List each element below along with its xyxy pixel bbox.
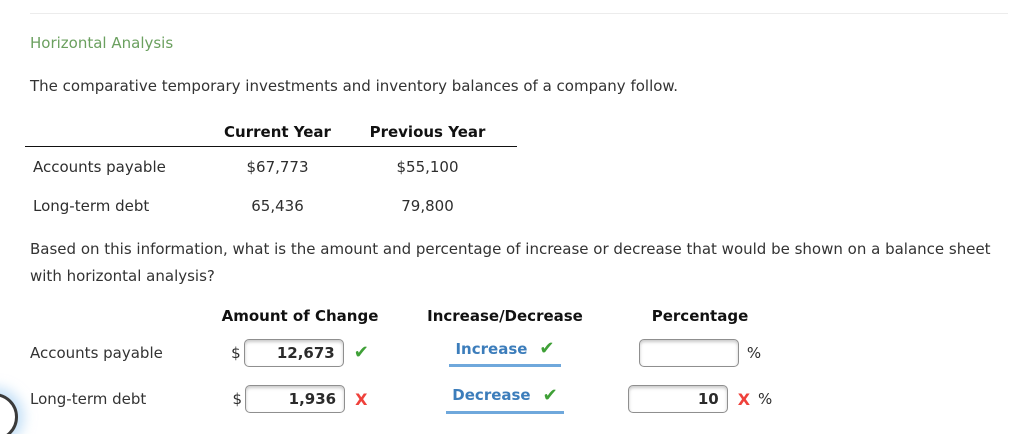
percentage-input[interactable] (638, 338, 739, 367)
correct-check-icon: ✔ (539, 338, 555, 359)
row-label: Long-term debt (30, 390, 147, 408)
previous-year-header: Previous Year (369, 122, 486, 141)
edge-circle-decoration (0, 393, 18, 434)
previous-value: 79,800 (401, 196, 454, 215)
amount-of-change-input[interactable] (245, 385, 346, 413)
percentage-input[interactable] (627, 385, 728, 413)
dollar-sign: $ (231, 343, 241, 362)
percent-sign: % (758, 390, 773, 408)
table-row: Accounts payable $ ✔ Increase ✔ % (25, 329, 775, 376)
analysis-table-header: Amount of Change Increase/Decrease Perce… (25, 303, 775, 329)
top-divider (30, 13, 1008, 14)
previous-value: $55,100 (396, 157, 459, 176)
correct-check-icon: ✔ (542, 384, 558, 406)
current-value: 65,436 (251, 196, 304, 215)
current-value: $67,773 (246, 157, 309, 176)
comparative-table: Current Year Previous Year Accounts paya… (25, 117, 517, 225)
correct-check-icon: ✔ (353, 342, 369, 363)
percentage-header: Percentage (651, 307, 749, 325)
increase-decrease-select[interactable]: Increase ✔ (449, 338, 561, 367)
amount-of-change-input[interactable] (243, 338, 344, 367)
dollar-sign: $ (232, 390, 243, 408)
increase-decrease-header: Increase/Decrease (427, 307, 583, 325)
current-year-header: Current Year (224, 122, 331, 141)
row-label: Accounts payable (30, 343, 163, 362)
direction-value: Increase (455, 339, 528, 358)
direction-value: Decrease (452, 386, 531, 404)
intro-text: The comparative temporary investments an… (30, 77, 679, 95)
percent-sign: % (746, 343, 762, 362)
incorrect-x-icon: X (737, 389, 751, 409)
row-label: Accounts payable (33, 157, 166, 176)
table-row: Long-term debt 65,436 79,800 (25, 186, 517, 225)
amount-of-change-header: Amount of Change (221, 307, 379, 325)
analysis-table: Amount of Change Increase/Decrease Perce… (25, 303, 775, 422)
increase-decrease-select[interactable]: Decrease ✔ (446, 384, 564, 414)
question-text: Based on this information, what is the a… (30, 240, 991, 285)
comparative-table-header: Current Year Previous Year (25, 117, 517, 147)
table-row: Long-term debt $ X Decrease ✔ X % (25, 376, 775, 422)
row-label: Long-term debt (33, 196, 150, 215)
table-row: Accounts payable $67,773 $55,100 (25, 147, 517, 186)
incorrect-x-icon: X (355, 389, 368, 409)
page-title: Horizontal Analysis (30, 34, 174, 52)
